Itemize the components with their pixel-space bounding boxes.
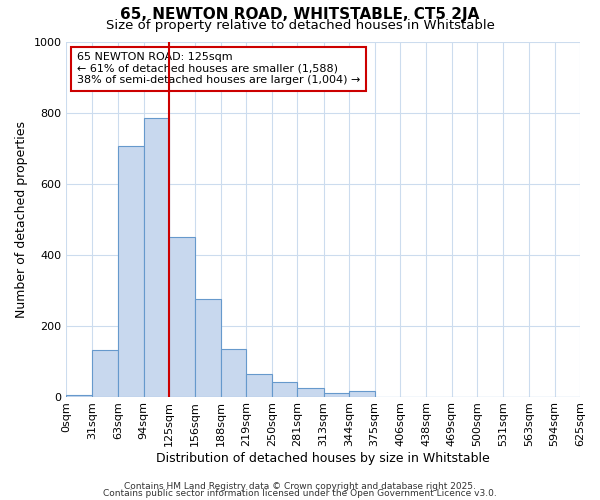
Bar <box>67 395 92 396</box>
Bar <box>221 348 247 397</box>
Bar <box>298 388 323 396</box>
Bar <box>247 374 272 396</box>
Text: Size of property relative to detached houses in Whitstable: Size of property relative to detached ho… <box>106 18 494 32</box>
Y-axis label: Number of detached properties: Number of detached properties <box>15 120 28 318</box>
Bar <box>272 382 298 396</box>
Text: Contains HM Land Registry data © Crown copyright and database right 2025.: Contains HM Land Registry data © Crown c… <box>124 482 476 491</box>
Bar <box>92 350 118 397</box>
Bar <box>349 392 374 396</box>
Text: 65 NEWTON ROAD: 125sqm
← 61% of detached houses are smaller (1,588)
38% of semi-: 65 NEWTON ROAD: 125sqm ← 61% of detached… <box>77 52 360 86</box>
Bar <box>323 393 349 396</box>
X-axis label: Distribution of detached houses by size in Whitstable: Distribution of detached houses by size … <box>157 452 490 465</box>
Text: 65, NEWTON ROAD, WHITSTABLE, CT5 2JA: 65, NEWTON ROAD, WHITSTABLE, CT5 2JA <box>121 8 479 22</box>
Bar <box>143 118 169 396</box>
Bar <box>194 299 221 396</box>
Bar <box>118 146 143 397</box>
Text: Contains public sector information licensed under the Open Government Licence v3: Contains public sector information licen… <box>103 490 497 498</box>
Bar <box>169 237 194 396</box>
